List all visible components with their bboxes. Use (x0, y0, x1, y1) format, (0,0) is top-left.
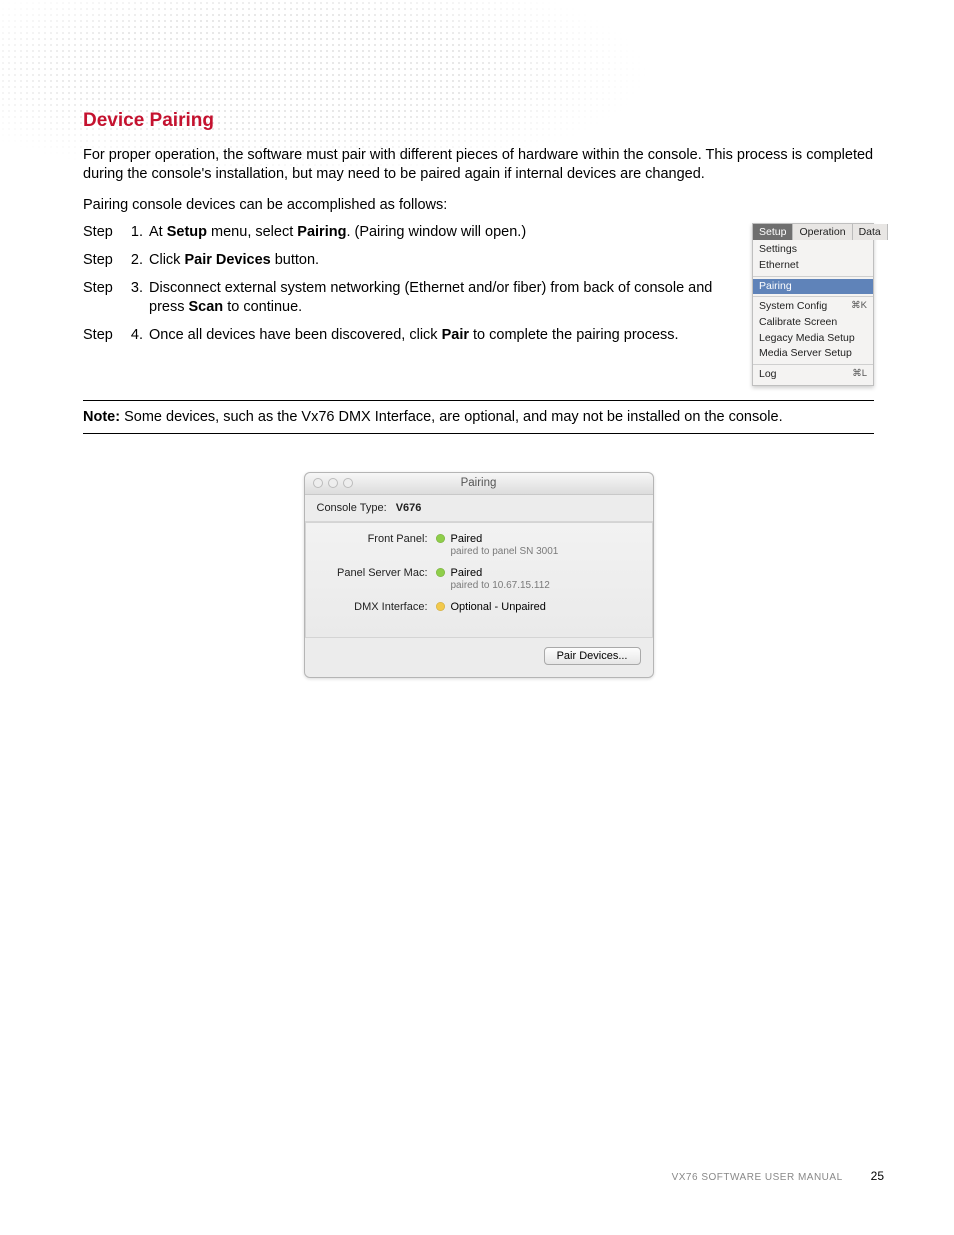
footer-text: VX76 SOFTWARE USER MANUAL (672, 1172, 843, 1183)
menu-items: Settings Ethernet Pairing System Config ⌘K Ca… (753, 240, 873, 384)
console-type-value: V676 (396, 502, 422, 514)
menu-shortcut: ⌘K (851, 300, 867, 314)
subheading-paragraph: Pairing console devices can be accomplis… (83, 196, 874, 215)
step-row: Step3.Disconnect external system network… (83, 279, 730, 318)
pairing-label: Front Panel: (318, 533, 436, 545)
step-number: 1. (127, 223, 149, 243)
menu-item[interactable]: Media Server Setup (753, 346, 873, 362)
note-block: Note: Some devices, such as the Vx76 DMX… (83, 400, 874, 434)
pairing-sub: paired to panel SN 3001 (451, 546, 640, 557)
menu-item[interactable]: Ethernet (753, 258, 873, 274)
steps-list: Step1.At Setup menu, select Pairing. (Pa… (83, 223, 730, 353)
pairing-row: Panel Server Mac: Pairedpaired to 10.67.1… (318, 567, 640, 591)
menu-separator (753, 296, 873, 297)
pairing-status: Optional - Unpaired (451, 601, 546, 613)
menu-tabs: SetupOperationData (753, 224, 873, 240)
menu-item[interactable]: System Config ⌘K (753, 299, 873, 315)
menu-item[interactable]: Pairing (753, 279, 873, 295)
note-text: Some devices, such as the Vx76 DMX Inter… (124, 409, 783, 425)
step-row: Step4.Once all devices have been discove… (83, 326, 730, 346)
step-number: 2. (127, 251, 149, 271)
pairing-window: Pairing Console Type: V676 Front Panel: P… (304, 472, 654, 678)
menu-item[interactable]: Log ⌘L (753, 367, 873, 383)
step-number: 3. (127, 279, 149, 318)
menu-tab[interactable]: Setup (753, 224, 793, 240)
pairing-status: Paired (451, 567, 483, 579)
step-row: Step2.Click Pair Devices button. (83, 251, 730, 271)
window-titlebar: Pairing (305, 473, 653, 495)
status-dot-icon (436, 602, 445, 611)
step-row: Step1.At Setup menu, select Pairing. (Pa… (83, 223, 730, 243)
menu-separator (753, 364, 873, 365)
pairing-label: Panel Server Mac: (318, 567, 436, 579)
intro-paragraph: For proper operation, the software must … (83, 146, 874, 184)
window-title: Pairing (305, 477, 653, 489)
page-footer: VX76 SOFTWARE USER MANUAL 25 (672, 1169, 884, 1183)
status-dot-icon (436, 534, 445, 543)
step-label: Step (83, 279, 127, 318)
menu-separator (753, 276, 873, 277)
pairing-row: DMX Interface: Optional - Unpaired (318, 601, 640, 613)
pairing-row: Front Panel: Pairedpaired to panel SN 300… (318, 533, 640, 557)
menu-item-label: System Config (759, 300, 827, 314)
step-text: Click Pair Devices button. (149, 251, 730, 271)
step-text: Once all devices have been discovered, c… (149, 326, 730, 346)
setup-menu-figure: SetupOperationData Settings Ethernet Pairi… (752, 223, 874, 385)
pairing-sub: paired to 10.67.15.112 (451, 580, 640, 591)
menu-item-label: Ethernet (759, 259, 799, 273)
menu-tab[interactable]: Data (853, 224, 888, 240)
step-text: Disconnect external system networking (E… (149, 279, 730, 318)
console-type-row: Console Type: V676 (305, 495, 653, 522)
step-label: Step (83, 326, 127, 346)
pairing-label: DMX Interface: (318, 601, 436, 613)
menu-tab[interactable]: Operation (793, 224, 852, 240)
section-heading: Device Pairing (83, 110, 874, 132)
menu-item-label: Legacy Media Setup (759, 332, 855, 346)
menu-item-label: Calibrate Screen (759, 316, 837, 330)
menu-item[interactable]: Calibrate Screen (753, 315, 873, 331)
menu-item[interactable]: Legacy Media Setup (753, 331, 873, 347)
console-type-label: Console Type: (317, 502, 387, 514)
menu-item-label: Log (759, 368, 777, 382)
menu-shortcut: ⌘L (852, 368, 867, 382)
menu-item-label: Settings (759, 243, 797, 257)
pairing-body: Front Panel:Pairedpaired to panel SN 300… (305, 522, 653, 638)
note-label: Note: (83, 409, 120, 425)
step-label: Step (83, 251, 127, 271)
step-text: At Setup menu, select Pairing. (Pairing … (149, 223, 730, 243)
step-label: Step (83, 223, 127, 243)
pairing-status: Paired (451, 533, 483, 545)
page-number: 25 (871, 1169, 884, 1183)
menu-item[interactable]: Settings (753, 242, 873, 258)
menu-item-label: Pairing (759, 280, 792, 294)
pair-devices-button[interactable]: Pair Devices... (544, 647, 641, 665)
status-dot-icon (436, 568, 445, 577)
step-number: 4. (127, 326, 149, 346)
menu-item-label: Media Server Setup (759, 347, 852, 361)
